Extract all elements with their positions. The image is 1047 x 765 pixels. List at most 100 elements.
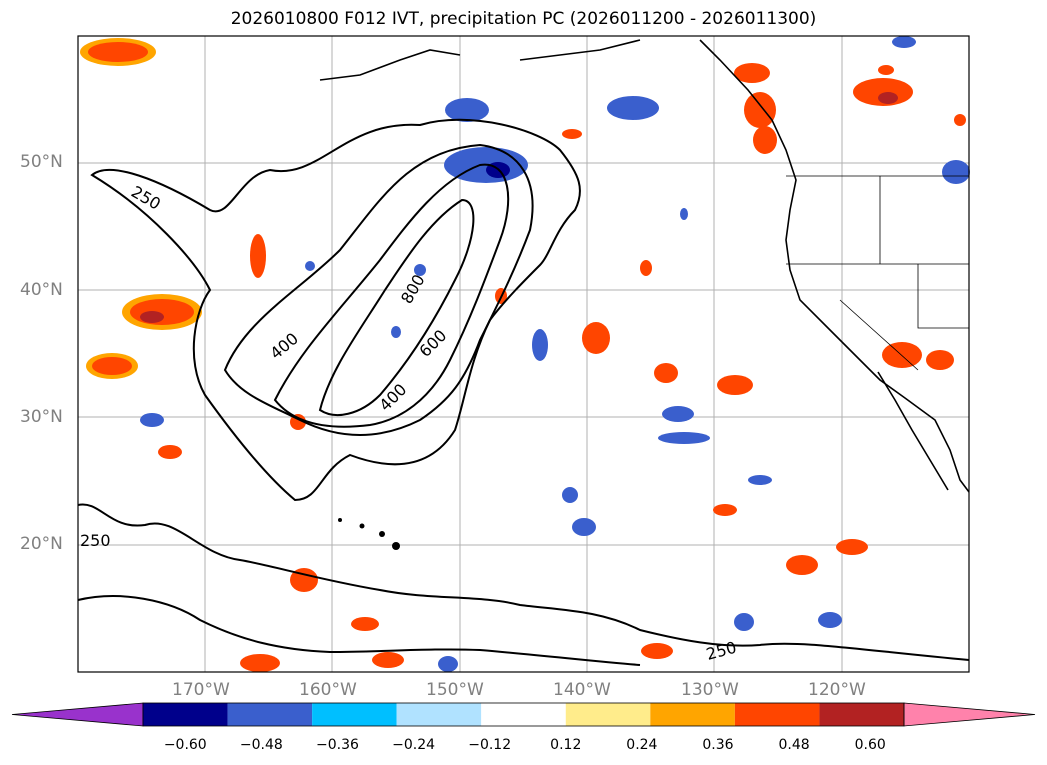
precip-blob [853,78,913,106]
lon-label: 150°W [426,680,484,700]
precip-blob [391,326,401,338]
island [379,531,385,537]
island [338,518,342,522]
border-line [786,175,969,371]
colorbar-box [396,703,482,726]
precip-blob [942,160,970,184]
precip-blob [717,375,753,395]
colorbar-tick-label: 0.60 [854,737,886,753]
precip-blob [882,342,922,368]
precip-blob [445,98,489,122]
colorbar-box [143,703,228,726]
precip-blob [240,654,280,672]
figure-title: 2026010800 F012 IVT, precipitation PC (2… [230,9,817,29]
precip-blob [290,568,318,592]
precip-blob [786,555,818,575]
precip-blob [640,260,652,276]
precip-blob [582,322,610,354]
coastlines [319,39,970,493]
colorbar [11,702,1036,727]
precip-blob [158,445,182,459]
colorbar-box [565,703,651,726]
colorbar-tick-label: 0.36 [702,737,734,753]
ivt-contour-600 [273,163,510,428]
ivt-contour-250-north [90,118,581,502]
colorbar-extend-high [903,702,1036,727]
ivt-contours [77,118,970,666]
colorbar-box [481,703,566,726]
precip-blob [654,363,678,383]
colorbar-tick-label: 0.48 [778,737,810,753]
island [359,523,365,529]
precip-blob [305,261,315,271]
ivt-contour-250-south [77,503,970,661]
lon-label: 140°W [553,680,611,700]
precip-blob [140,311,164,323]
precip-blob [88,42,148,62]
precip-blob [414,264,426,276]
ivt-contour-400 [223,143,534,436]
baja-coast [877,371,949,491]
precip-blob [878,65,894,75]
precip-blob [250,234,266,278]
precip-blob [892,36,916,48]
colorbar-extend-low [11,702,144,727]
precip-blob [562,129,582,139]
precip-blob [92,357,132,375]
precip-blob [954,114,966,126]
precip-blob [140,413,164,427]
colorbar-tick-label: 0.12 [550,737,582,753]
precip-blob [680,208,688,220]
lon-label: 130°W [681,680,739,700]
map-frame [77,35,970,673]
ivt-contour-800 [318,198,475,416]
lon-label: 120°W [808,680,866,700]
precip-blob [734,63,770,83]
north-america-coast [699,39,970,493]
precip-blob [658,432,710,444]
contour-label: 250 [80,531,111,550]
precip-blob [926,350,954,370]
lat-label: 20°N [20,534,63,554]
colorbar-tick-label: −0.60 [163,737,207,753]
precip-blob [662,406,694,422]
precip-blob [562,487,578,503]
lat-label: 40°N [20,280,63,300]
precip-field [80,36,970,672]
precip-blob [836,539,868,555]
precip-blob [438,656,458,672]
hawaii-islands [338,518,400,550]
precip-blob [753,126,777,154]
colorbar-tick-label: −0.48 [239,737,283,753]
precip-blob [713,504,737,516]
ivt-contour-250-south-lower [77,595,641,666]
precip-blob [572,518,596,536]
precip-blob [818,612,842,628]
precip-blob [607,96,659,120]
alaska-coast [319,39,641,81]
colorbar-box [650,703,735,726]
colorbar-tick-label: −0.12 [468,737,512,753]
precip-blob [748,475,772,485]
precip-blob [351,617,379,631]
colorbar-outline [142,702,905,727]
colorbar-box [734,703,820,726]
precip-blob [641,643,673,659]
colorbar-box [819,703,904,726]
precip-blob [532,329,548,361]
colorbar-tick-label: −0.24 [392,737,436,753]
precip-blob [744,92,776,128]
colorbar-tick-label: −0.36 [316,737,359,753]
lat-label: 30°N [20,407,63,427]
state-borders [786,175,969,371]
island [392,542,400,550]
lat-label: 50°N [20,152,63,172]
lon-label: 160°W [299,680,357,700]
precip-blob [734,613,754,631]
colorbar-box [227,703,313,726]
colorbar-box [312,703,397,726]
precip-blob [372,652,404,668]
colorbar-tick-label: 0.24 [626,737,658,753]
map-background [78,36,969,672]
